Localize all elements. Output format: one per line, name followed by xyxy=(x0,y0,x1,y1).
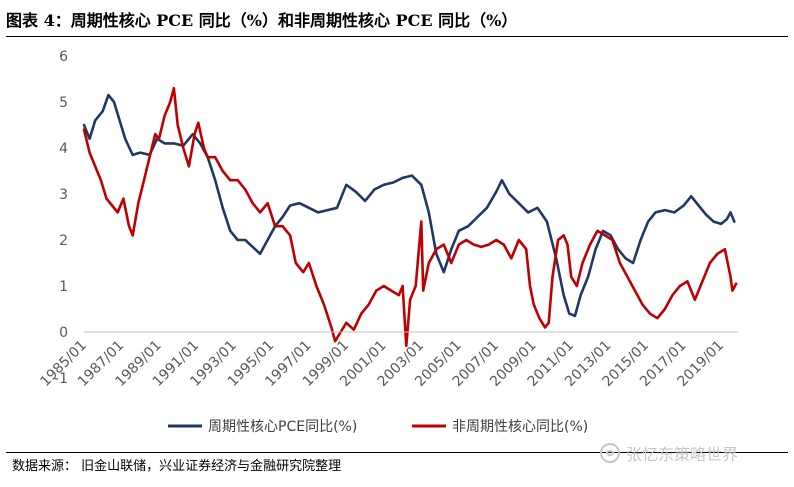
y-tick-label: 5 xyxy=(59,95,68,111)
plot-area xyxy=(82,86,738,348)
y-tick-label: 4 xyxy=(59,141,68,157)
wechat-icon xyxy=(600,443,620,463)
y-tick-label: 1 xyxy=(59,279,68,295)
y-axis: -1 0 1 2 3 4 5 6 xyxy=(54,49,68,387)
y-tick-label: 0 xyxy=(59,325,68,341)
footer-rule xyxy=(6,452,788,453)
watermark-text: 张忆东策略世界 xyxy=(626,445,739,464)
legend: 周期性核心PCE同比(%) 非周期性核心同比(%) xyxy=(168,419,588,435)
figure-title: 图表 4：周期性核心 PCE 同比（%）和非周期性核心 PCE 同比（%） xyxy=(6,11,518,30)
source-note: 数据来源： 旧金山联储，兴业证券经济与金融研究院整理 xyxy=(12,459,342,474)
y-tick-label: 3 xyxy=(59,187,68,203)
series-line-1 xyxy=(82,93,736,318)
title-rule xyxy=(6,36,788,37)
y-tick-label: -1 xyxy=(54,371,68,387)
y-tick-label: 6 xyxy=(59,49,68,65)
legend-label-1: 周期性核心PCE同比(%) xyxy=(208,419,357,435)
y-tick-label: 2 xyxy=(59,233,68,249)
watermark: 张忆东策略世界 xyxy=(600,441,738,465)
legend-label-2: 非周期性核心同比(%) xyxy=(452,419,588,435)
line-chart: -1 0 1 2 3 4 5 6 1985/011987/011989/011991/0119… xyxy=(37,49,738,435)
x-axis: 1985/011987/011989/011991/011993/011995/… xyxy=(37,331,738,390)
series-line-2 xyxy=(82,86,738,348)
